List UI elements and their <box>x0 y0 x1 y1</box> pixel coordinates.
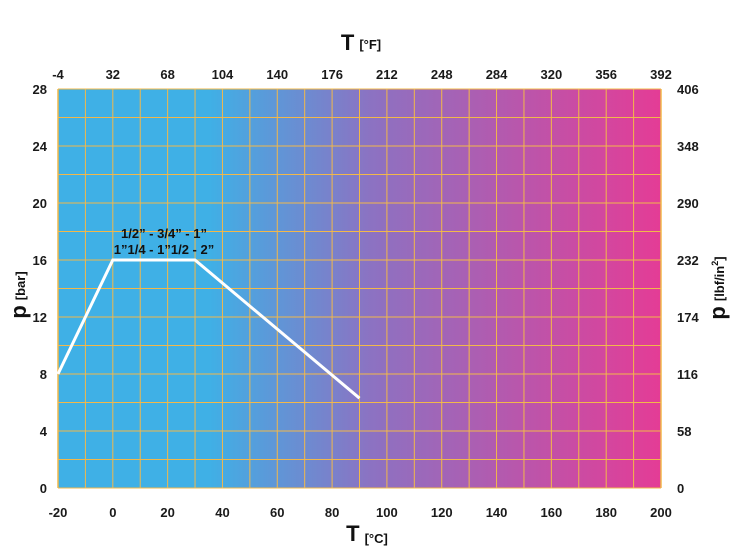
series-group <box>56 258 361 400</box>
y2-tick-label: 174 <box>677 310 699 325</box>
x2-tick-label: -4 <box>52 67 64 82</box>
y-axis-unit: [bar] <box>13 271 28 300</box>
series-line <box>56 258 361 400</box>
y-axis-right-ticks: 0 58 116 174 232 290 348 406 <box>677 82 699 496</box>
x-tick-label: 80 <box>325 505 339 520</box>
x-axis-unit: [°C] <box>365 531 388 546</box>
y-tick-label: 16 <box>33 253 47 268</box>
x2-axis-symbol: T <box>341 30 355 55</box>
annotation-line-1: 1/2” - 3/4” - 1” <box>121 226 207 241</box>
x-tick-label: 0 <box>109 505 116 520</box>
y-axis-left-ticks: 0 4 8 12 16 20 24 28 <box>33 82 48 496</box>
y-tick-label: 12 <box>33 310 47 325</box>
x2-tick-label: 248 <box>431 67 453 82</box>
y2-tick-label: 116 <box>677 367 698 382</box>
y2-tick-label: 232 <box>677 253 699 268</box>
x-axis-symbol: T <box>346 521 360 546</box>
x-tick-label: -20 <box>49 505 68 520</box>
y2-tick-label: 290 <box>677 196 699 211</box>
x2-tick-label: 32 <box>106 67 120 82</box>
x-tick-label: 160 <box>541 505 563 520</box>
y2-axis-symbol: p <box>705 306 730 319</box>
annotation-line-2: 1”1/4 - 1”1/2 - 2” <box>114 242 214 257</box>
x2-axis-unit: [°F] <box>359 37 381 52</box>
x2-tick-label: 104 <box>212 67 234 82</box>
y-tick-label: 24 <box>33 139 48 154</box>
y-axis-title: p [bar] <box>6 271 31 318</box>
x2-tick-label: 320 <box>541 67 563 82</box>
x2-tick-label: 176 <box>321 67 343 82</box>
x2-tick-label: 68 <box>160 67 174 82</box>
y-tick-label: 8 <box>40 367 47 382</box>
y2-axis-unit-superscript: 2 <box>710 261 720 266</box>
x-tick-label: 60 <box>270 505 284 520</box>
y2-tick-label: 406 <box>677 82 699 97</box>
x2-axis-title: T [°F] <box>341 30 381 55</box>
x-tick-label: 140 <box>486 505 508 520</box>
y2-axis-unit: [lbf/in <box>712 266 727 301</box>
x-tick-label: 20 <box>160 505 174 520</box>
x-axis-bottom-ticks: -20 0 20 40 60 80 100 120 140 160 180 200 <box>49 505 672 520</box>
x-axis-top-ticks: -4 32 68 104 140 176 212 248 284 320 356 392 <box>52 67 672 82</box>
y2-tick-label: 348 <box>677 139 699 154</box>
x-axis-title: T [°C] <box>346 521 388 546</box>
y2-tick-label: 0 <box>677 481 684 496</box>
y-tick-label: 0 <box>40 481 47 496</box>
x2-tick-label: 356 <box>595 67 617 82</box>
x-tick-label: 40 <box>215 505 229 520</box>
x-tick-label: 100 <box>376 505 398 520</box>
y-tick-label: 4 <box>40 424 48 439</box>
x2-tick-label: 284 <box>486 67 508 82</box>
x2-tick-label: 140 <box>266 67 288 82</box>
x2-tick-label: 392 <box>650 67 672 82</box>
grid-lines <box>57 88 662 489</box>
x2-tick-label: 212 <box>376 67 398 82</box>
x-tick-label: 200 <box>650 505 672 520</box>
y-tick-label: 20 <box>33 196 47 211</box>
y2-tick-label: 58 <box>677 424 691 439</box>
x-tick-label: 120 <box>431 505 453 520</box>
y-tick-label: 28 <box>33 82 47 97</box>
x-tick-label: 180 <box>595 505 617 520</box>
y2-axis-title: p [lbf/in2] <box>705 256 730 319</box>
y2-axis-unit-end: ] <box>712 256 727 260</box>
y-axis-symbol: p <box>6 305 31 318</box>
